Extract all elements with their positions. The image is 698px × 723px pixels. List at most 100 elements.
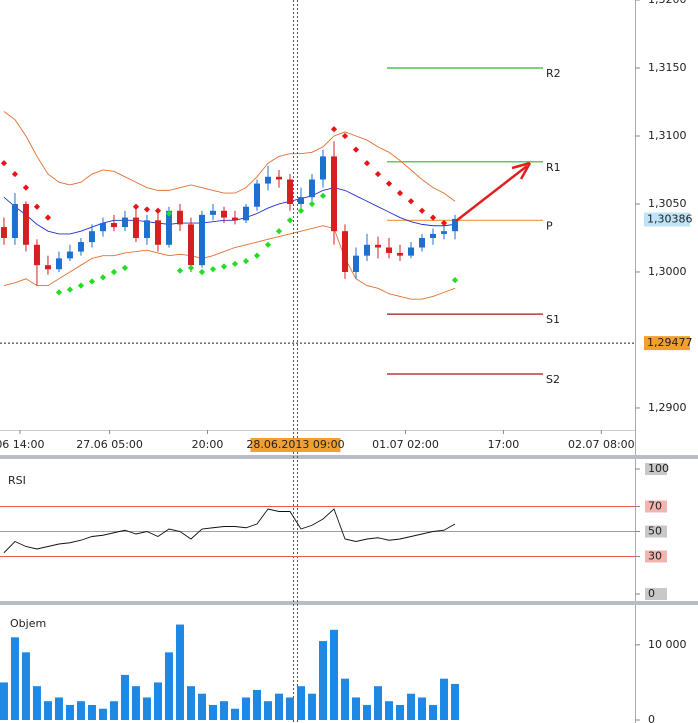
volume-bar — [285, 697, 294, 720]
volume-bar — [219, 701, 228, 720]
y-tick-label: 100 — [648, 462, 669, 475]
y-tick-label: 1,3100 — [648, 129, 687, 142]
pivot-label: S2 — [546, 373, 560, 386]
y-tick-label: 1,3200 — [648, 0, 687, 6]
sar-dot — [154, 207, 162, 214]
candle-body — [121, 217, 128, 228]
y-tick-label: 1,3050 — [648, 197, 687, 210]
rsi-title: RSI — [8, 474, 26, 487]
volume-bar — [208, 704, 217, 720]
candle-body — [22, 203, 29, 245]
candle-body — [88, 231, 95, 243]
candle-body — [419, 237, 426, 248]
volume-bar — [0, 682, 8, 720]
candle-body — [286, 179, 293, 204]
volume-bar — [341, 678, 350, 720]
volume-bar — [76, 701, 85, 720]
candle-body — [331, 156, 338, 232]
y-tick-label: 0 — [648, 713, 655, 723]
volume-title: Objem — [10, 617, 46, 630]
candle-body — [154, 220, 161, 245]
candle-body — [297, 197, 304, 204]
candle-body — [176, 210, 183, 225]
volume-bar — [65, 704, 74, 720]
volume-bar — [197, 693, 206, 720]
volume-bar — [407, 693, 416, 720]
volume-bar — [164, 652, 173, 720]
candle-body — [198, 214, 205, 266]
volume-bar — [451, 683, 460, 720]
candle-body — [342, 231, 349, 272]
indicator-line — [3, 225, 456, 300]
candle-body — [110, 223, 117, 228]
volume-bar — [374, 686, 383, 720]
x-tick-label: 17:00 — [488, 438, 520, 451]
pivot-label: S1 — [546, 313, 560, 326]
volume-bar — [131, 686, 140, 720]
y-tick-bg — [645, 525, 667, 538]
volume-bar — [363, 704, 372, 720]
sar-dot — [44, 214, 52, 221]
candle-body — [408, 247, 415, 256]
volume-bar — [98, 708, 107, 720]
arrow-head — [511, 161, 532, 180]
y-tick-label: 1,3150 — [648, 61, 687, 74]
volume-bar — [274, 693, 283, 720]
y-tick-bg — [645, 500, 667, 513]
y-tick-label: 0 — [648, 587, 655, 600]
candle-body — [231, 217, 238, 221]
crosshair-x-bg — [250, 438, 341, 452]
sar-dot — [275, 228, 283, 235]
volume-bar — [307, 693, 316, 720]
candle-body — [44, 265, 51, 270]
volume-bar — [186, 686, 195, 720]
sar-dot — [11, 170, 19, 178]
candle-body — [220, 210, 227, 218]
y-tick-label: 10 000 — [648, 638, 687, 651]
pivot-label: P — [546, 219, 553, 232]
sar-dot — [176, 267, 184, 274]
candle-body — [320, 156, 327, 180]
candle-body — [55, 258, 62, 270]
volume-bar — [54, 697, 63, 720]
y-tick-bg — [645, 588, 667, 600]
candle-body — [187, 224, 194, 266]
volume-bar — [43, 701, 52, 720]
pivot-label: R1 — [546, 161, 561, 174]
sar-dot — [132, 203, 140, 210]
volume-bar — [109, 701, 118, 720]
candle-body — [397, 252, 404, 256]
crosshair-x-label: 28.06.2013 09:00 — [246, 438, 344, 451]
y-tick-bg — [645, 463, 667, 475]
volume-bar — [241, 697, 250, 720]
pivot-label: R2 — [546, 67, 561, 80]
trend-arrow — [455, 161, 532, 222]
candle-body — [441, 231, 448, 234]
candle-body — [253, 183, 260, 207]
sar-dot — [33, 203, 41, 210]
y-tick-label: 1,3000 — [648, 265, 687, 278]
candle-body — [264, 176, 271, 184]
candle-body — [66, 251, 73, 259]
sar-dot — [143, 206, 151, 213]
sar-dot — [22, 184, 30, 191]
crosshair-y-bg — [644, 336, 690, 351]
volume-bar — [175, 624, 184, 720]
volume-bar — [32, 686, 41, 720]
last-price-label: 1,30386 — [647, 212, 693, 225]
volume-bar — [252, 689, 261, 720]
volume-bar — [429, 704, 438, 720]
candle-body — [353, 255, 360, 272]
x-tick-label: 06 14:00 — [0, 438, 45, 451]
volume-bar — [21, 652, 30, 720]
y-tick-label: 30 — [648, 550, 662, 563]
candle-body — [132, 217, 139, 238]
volume-bar — [263, 701, 272, 720]
x-tick-label: 27.06 05:00 — [76, 438, 143, 451]
volume-bar — [142, 697, 151, 720]
candle-body — [0, 227, 7, 238]
volume-bar — [153, 682, 162, 720]
candle-body — [33, 244, 40, 266]
